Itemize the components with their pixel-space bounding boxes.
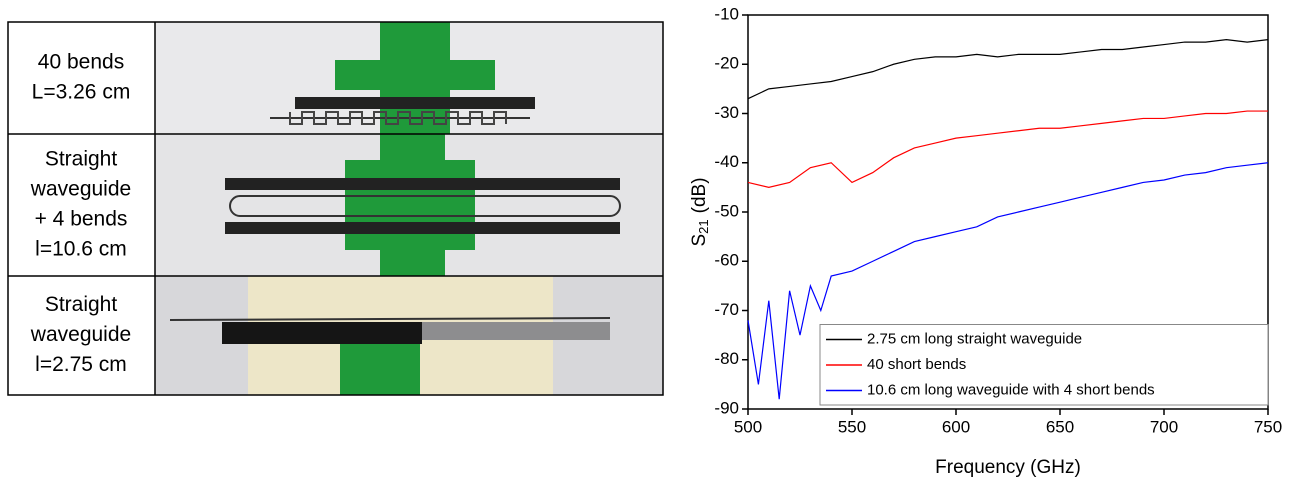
y-tick-label: -70 [714, 300, 739, 319]
y-axis-label: S21 (dB) [689, 177, 711, 246]
cell-text: waveguide [30, 323, 131, 346]
cell-text: Straight [45, 148, 118, 171]
x-tick-label: 550 [838, 417, 866, 436]
x-tick-label: 500 [734, 417, 762, 436]
photo-3 [155, 276, 663, 395]
y-tick-label: -10 [714, 4, 739, 23]
y-tick-label: -60 [714, 251, 739, 270]
cell-text: l=2.75 cm [35, 353, 127, 376]
table [7, 21, 664, 396]
x-tick-label: 650 [1046, 417, 1074, 436]
legend-label: 40 short bends [867, 356, 966, 373]
series-line [747, 39, 1269, 100]
y-axis-label-unit: (dB) [689, 177, 710, 213]
x-axis-label: Frequency (GHz) [935, 457, 1081, 478]
cell-text: 40 bends [38, 51, 124, 74]
series-line [747, 110, 1268, 188]
y-axis-label-main: S [689, 234, 710, 247]
legend-label: 10.6 cm long waveguide with 4 short bend… [867, 381, 1155, 398]
cell-text: + 4 bends [35, 208, 128, 231]
y-tick-label: -20 [714, 54, 739, 73]
legend-box [819, 324, 1269, 406]
x-tick-label: 600 [942, 417, 970, 436]
x-tick-label: 750 [1254, 417, 1282, 436]
cell-text: Straight [45, 293, 118, 316]
cell-text: l=10.6 cm [35, 238, 127, 261]
photo-1 [155, 22, 663, 134]
y-tick-label: -30 [714, 103, 739, 122]
y-tick-label: -80 [714, 349, 739, 368]
y-tick-label: -50 [714, 201, 739, 220]
legend-label: 2.75 cm long straight waveguide [867, 330, 1082, 347]
photo-2 [155, 134, 663, 276]
cell-text: waveguide [30, 178, 131, 201]
cell-text: L=3.26 cm [32, 81, 131, 104]
y-tick-label: -40 [714, 152, 739, 171]
y-axis-label-sub: 21 [696, 219, 711, 233]
x-tick-label: 700 [1150, 417, 1178, 436]
series-line [747, 162, 1269, 400]
y-tick-label: -90 [714, 398, 739, 417]
